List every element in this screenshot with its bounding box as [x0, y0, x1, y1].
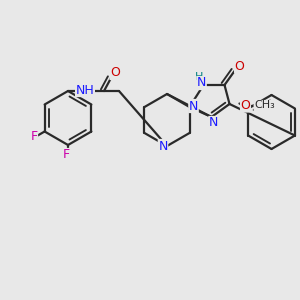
- Text: N: N: [209, 116, 218, 130]
- Text: H: H: [195, 72, 204, 82]
- Text: O: O: [241, 99, 250, 112]
- Text: CH₃: CH₃: [254, 100, 275, 110]
- Text: N: N: [158, 140, 168, 152]
- Text: O: O: [110, 67, 120, 80]
- Text: N: N: [197, 76, 206, 89]
- Text: NH: NH: [76, 83, 94, 97]
- Text: F: F: [62, 148, 70, 161]
- Text: O: O: [235, 59, 244, 73]
- Text: F: F: [30, 130, 38, 143]
- Text: N: N: [189, 100, 198, 112]
